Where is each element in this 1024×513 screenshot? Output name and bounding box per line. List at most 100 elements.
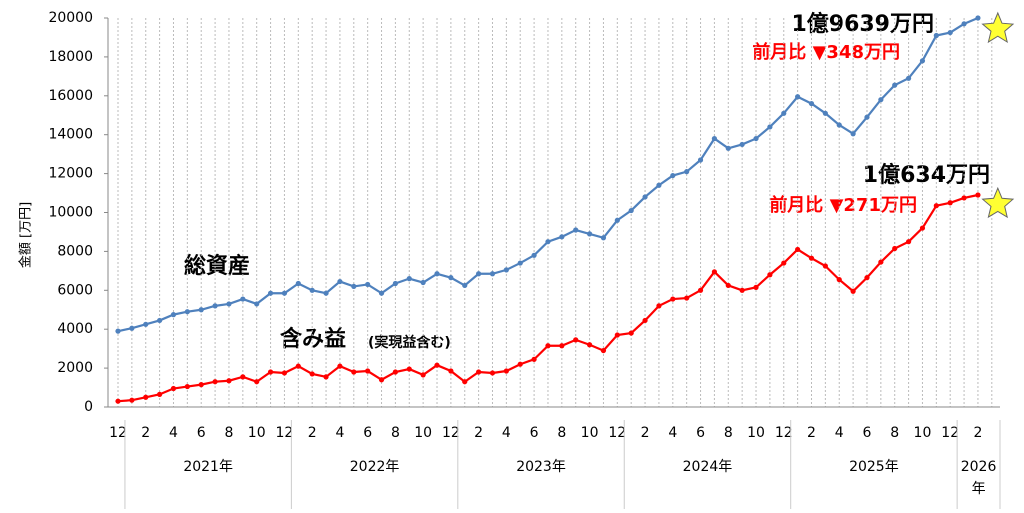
x-tick-label: 6 xyxy=(696,425,705,441)
x-tick-label: 2 xyxy=(474,425,483,441)
y-tick-label: 0 xyxy=(84,399,93,415)
x-tick-label: 8 xyxy=(557,425,566,441)
point xyxy=(684,169,690,175)
point xyxy=(892,245,898,252)
point xyxy=(281,370,288,376)
y-tick-label: 8000 xyxy=(57,243,93,259)
point xyxy=(975,15,981,21)
point xyxy=(157,391,163,397)
x-tick-label: 6 xyxy=(363,425,372,441)
point xyxy=(822,263,828,269)
x-tick-label: 8 xyxy=(890,425,899,441)
point xyxy=(795,94,801,100)
x-tick-label: 8 xyxy=(391,425,400,441)
point xyxy=(365,281,371,288)
point xyxy=(781,260,787,266)
point xyxy=(739,141,745,148)
point xyxy=(309,371,315,377)
point xyxy=(184,383,190,390)
point xyxy=(392,280,398,287)
point xyxy=(975,192,981,198)
series-label: 総資産 xyxy=(184,253,250,279)
point xyxy=(711,135,718,142)
x-tick-label: 8 xyxy=(224,425,233,441)
point xyxy=(476,369,482,375)
point xyxy=(365,368,371,374)
point xyxy=(795,246,801,253)
point xyxy=(337,363,343,369)
x-tick-label: 4 xyxy=(169,425,178,441)
x-tick-label: 2 xyxy=(308,425,317,441)
point xyxy=(517,361,523,367)
point xyxy=(586,342,593,348)
x-tick-label: 10 xyxy=(581,425,599,441)
point xyxy=(378,290,385,296)
point xyxy=(406,276,412,282)
point xyxy=(864,114,870,120)
point xyxy=(295,280,301,287)
point xyxy=(711,269,718,275)
point xyxy=(503,267,509,273)
point xyxy=(212,303,218,309)
point xyxy=(351,283,357,290)
point xyxy=(878,97,884,103)
point xyxy=(267,290,274,296)
y-tick-label: 18000 xyxy=(48,49,93,65)
point xyxy=(905,239,912,245)
x-tick-label: 6 xyxy=(530,425,539,441)
y-tick-label: 12000 xyxy=(48,166,93,182)
point xyxy=(392,369,398,375)
point xyxy=(781,110,787,116)
point xyxy=(198,307,204,313)
annotation: 1億9639万円 xyxy=(791,11,934,37)
x-tick-label: 10 xyxy=(248,425,266,441)
point xyxy=(670,296,676,302)
latest-star xyxy=(981,11,1015,44)
point xyxy=(919,225,926,231)
point xyxy=(808,100,815,107)
point xyxy=(767,124,773,130)
point xyxy=(531,252,537,258)
year-label: 2023年 xyxy=(516,459,566,475)
y-tick-label: 14000 xyxy=(48,127,93,143)
point xyxy=(947,29,953,36)
x-tick-label: 12 xyxy=(442,425,460,441)
point xyxy=(434,271,440,277)
annotation: 1億634万円 xyxy=(863,162,990,188)
point xyxy=(337,278,343,285)
y-tick-label: 4000 xyxy=(57,321,93,337)
point xyxy=(226,378,232,384)
year-label: 2025年 xyxy=(849,459,899,475)
point xyxy=(656,303,662,309)
point xyxy=(476,271,482,277)
point xyxy=(281,290,288,296)
x-tick-label: 12 xyxy=(775,425,793,441)
point xyxy=(628,330,634,336)
point xyxy=(212,379,218,385)
point xyxy=(115,328,121,334)
point xyxy=(933,203,939,209)
y-tick-label: 10000 xyxy=(48,205,93,221)
annotation: 前月比 ▼271万円 xyxy=(769,194,917,216)
point xyxy=(351,369,357,375)
point xyxy=(573,227,579,233)
point xyxy=(864,275,870,281)
x-tick-label: 12 xyxy=(276,425,294,441)
x-tick-label: 2 xyxy=(973,425,982,441)
point xyxy=(545,343,551,349)
point xyxy=(323,374,329,380)
point xyxy=(184,309,190,315)
y-axis-label: 金額 [万円] xyxy=(18,202,34,268)
point xyxy=(850,131,856,137)
point xyxy=(226,301,232,307)
point xyxy=(767,272,773,278)
point xyxy=(739,287,745,293)
point xyxy=(919,58,926,64)
x-tick-label: 2 xyxy=(141,425,150,441)
x-tick-label: 4 xyxy=(502,425,511,441)
y-tick-label: 20000 xyxy=(48,10,93,26)
point xyxy=(628,207,634,214)
latest-star xyxy=(981,186,1015,219)
